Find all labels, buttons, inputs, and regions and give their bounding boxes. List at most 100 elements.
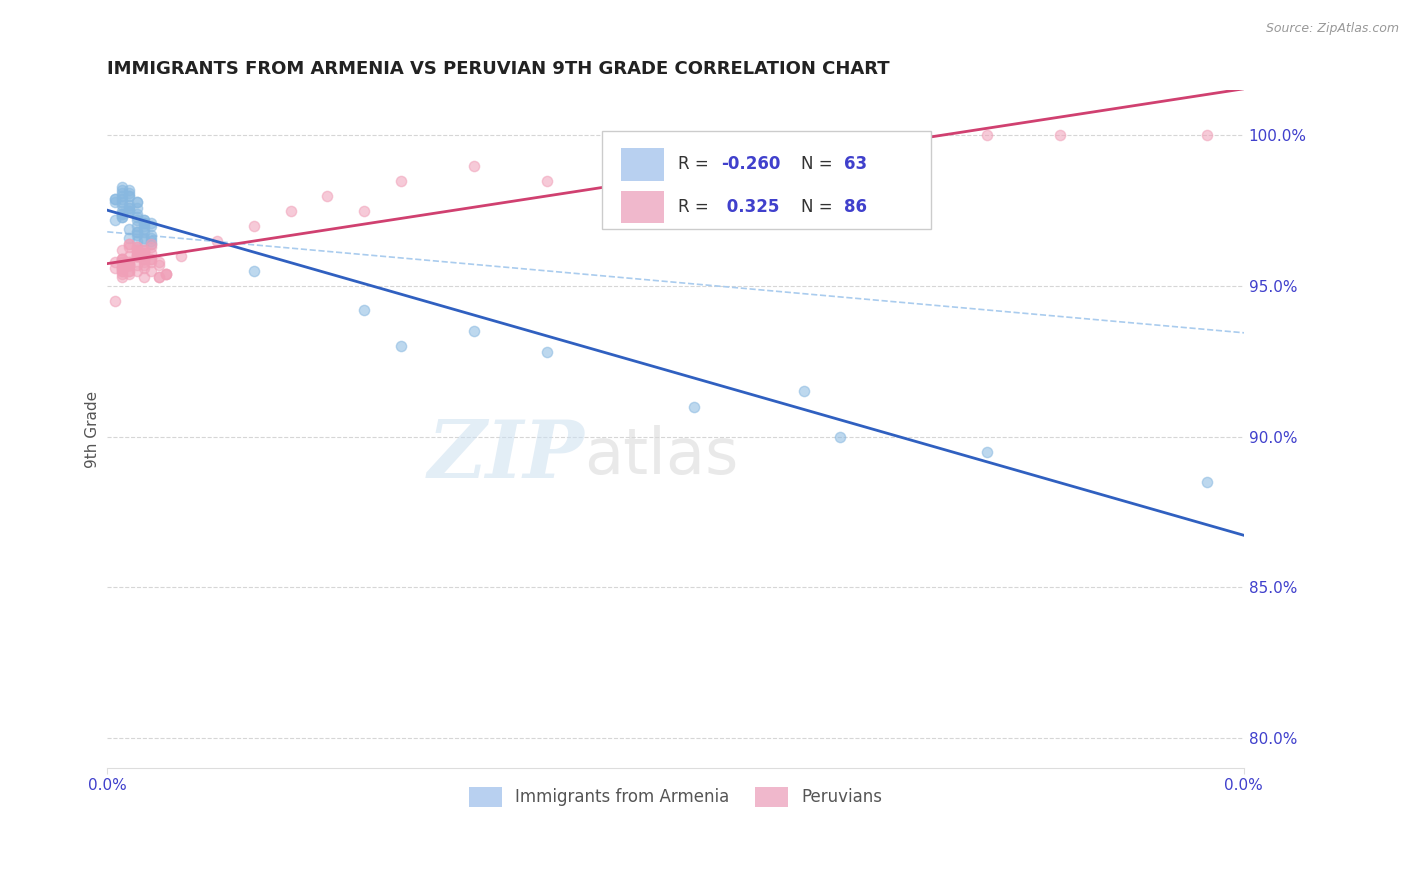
- Point: [125, 246, 148, 260]
- Point: [389, 339, 412, 353]
- Point: [132, 243, 155, 257]
- Point: [141, 240, 163, 254]
- Point: [141, 246, 163, 260]
- Point: [111, 260, 134, 275]
- Point: [132, 219, 155, 233]
- Point: [103, 192, 125, 206]
- Point: [103, 192, 125, 206]
- Point: [111, 252, 134, 266]
- Point: [103, 294, 125, 309]
- Text: N =: N =: [800, 155, 838, 173]
- Point: [132, 252, 155, 266]
- Point: [125, 240, 148, 254]
- Point: [125, 249, 148, 263]
- Text: -0.260: -0.260: [721, 155, 780, 173]
- Text: R =: R =: [678, 155, 714, 173]
- Point: [118, 222, 141, 236]
- Point: [125, 225, 148, 239]
- Point: [132, 260, 155, 275]
- Point: [132, 270, 155, 285]
- Text: 0.325: 0.325: [721, 198, 779, 216]
- Point: [141, 231, 163, 245]
- Point: [111, 252, 134, 266]
- Point: [111, 270, 134, 285]
- Point: [118, 258, 141, 272]
- Point: [132, 225, 155, 239]
- Text: atlas: atlas: [585, 425, 740, 487]
- Point: [111, 243, 134, 257]
- Point: [903, 135, 925, 149]
- Point: [148, 258, 170, 272]
- Text: N =: N =: [800, 198, 838, 216]
- Point: [118, 258, 141, 272]
- Point: [118, 236, 141, 251]
- Point: [132, 258, 155, 272]
- Point: [125, 234, 148, 248]
- Point: [132, 255, 155, 269]
- Point: [111, 264, 134, 278]
- Point: [118, 236, 141, 251]
- Point: [243, 219, 266, 233]
- Point: [1197, 128, 1219, 143]
- Legend: Immigrants from Armenia, Peruvians: Immigrants from Armenia, Peruvians: [463, 780, 889, 814]
- Point: [118, 198, 141, 212]
- Point: [118, 201, 141, 215]
- Point: [111, 198, 134, 212]
- Point: [118, 258, 141, 272]
- Point: [132, 216, 155, 230]
- Point: [118, 264, 141, 278]
- Point: [132, 212, 155, 227]
- Point: [463, 324, 485, 338]
- Point: [316, 188, 339, 202]
- Point: [280, 203, 302, 218]
- Point: [132, 246, 155, 260]
- Point: [111, 192, 134, 206]
- Point: [125, 243, 148, 257]
- Point: [148, 270, 170, 285]
- Point: [111, 194, 134, 209]
- Point: [125, 201, 148, 215]
- Point: [756, 144, 779, 158]
- Point: [118, 258, 141, 272]
- Point: [132, 222, 155, 236]
- Text: IMMIGRANTS FROM ARMENIA VS PERUVIAN 9TH GRADE CORRELATION CHART: IMMIGRANTS FROM ARMENIA VS PERUVIAN 9TH …: [107, 60, 890, 78]
- Point: [125, 264, 148, 278]
- Point: [118, 188, 141, 202]
- Point: [207, 234, 229, 248]
- Text: Source: ZipAtlas.com: Source: ZipAtlas.com: [1265, 22, 1399, 36]
- Point: [118, 255, 141, 269]
- Point: [141, 236, 163, 251]
- Point: [463, 159, 485, 173]
- Point: [132, 234, 155, 248]
- FancyBboxPatch shape: [602, 131, 931, 229]
- Point: [111, 210, 134, 224]
- Point: [125, 249, 148, 263]
- Point: [132, 246, 155, 260]
- Point: [125, 258, 148, 272]
- Point: [118, 201, 141, 215]
- Point: [125, 194, 148, 209]
- Point: [976, 128, 998, 143]
- Point: [103, 212, 125, 227]
- Point: [243, 264, 266, 278]
- Point: [125, 249, 148, 263]
- Point: [132, 231, 155, 245]
- Point: [125, 227, 148, 242]
- Point: [132, 212, 155, 227]
- Point: [141, 227, 163, 242]
- Point: [118, 183, 141, 197]
- Point: [536, 173, 558, 187]
- Bar: [621, 148, 664, 180]
- Point: [111, 255, 134, 269]
- Point: [125, 194, 148, 209]
- Point: [125, 240, 148, 254]
- Point: [353, 203, 375, 218]
- Point: [111, 186, 134, 200]
- Point: [536, 345, 558, 359]
- Point: [111, 264, 134, 278]
- Point: [125, 249, 148, 263]
- Point: [125, 225, 148, 239]
- Point: [118, 255, 141, 269]
- Point: [1049, 128, 1071, 143]
- Point: [141, 255, 163, 269]
